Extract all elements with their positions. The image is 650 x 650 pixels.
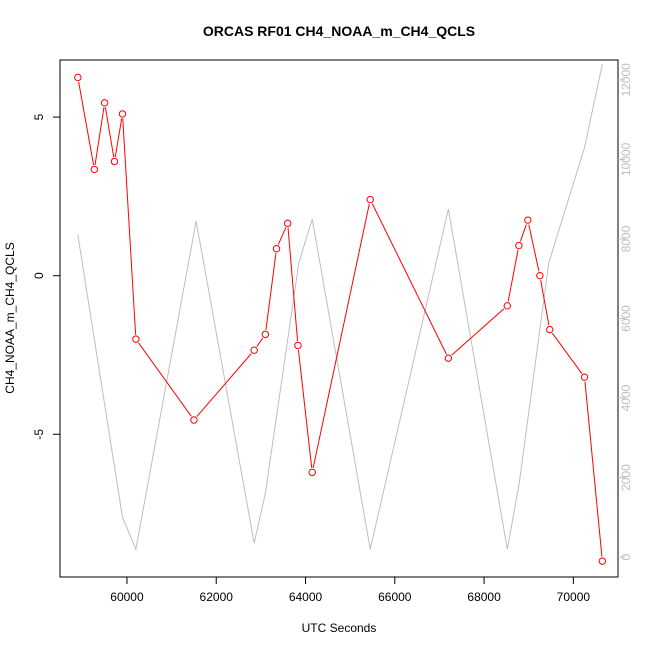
y-axis-label: CH4_NOAA_m_CH4_QCLS: [3, 242, 17, 393]
series-segment: [94, 107, 105, 166]
chart-title: ORCAS RF01 CH4_NOAA_m_CH4_QCLS: [203, 23, 475, 39]
data-point: [524, 216, 532, 224]
data-point: [308, 468, 316, 477]
series-line: [77, 63, 603, 551]
data-point: [132, 335, 140, 343]
series-segment: [287, 227, 299, 342]
y-tick-label: -5: [32, 429, 46, 440]
data-point: [580, 373, 589, 381]
data-point: [515, 241, 523, 250]
series-segment: [297, 349, 313, 468]
data-point: [444, 354, 453, 362]
x-axis-label: UTC Seconds: [302, 621, 377, 635]
right-axis: 0 2000 4000 6000 8000 10000 12000: [618, 63, 633, 560]
data-point: [272, 245, 281, 253]
x-tick-label: 64000: [289, 590, 323, 604]
data-point: [261, 330, 270, 339]
series-segment: [114, 118, 123, 158]
y2-tick-label: 4000: [619, 384, 633, 411]
data-point: [100, 99, 109, 107]
data-point: [118, 110, 127, 118]
series-segment: [519, 224, 527, 242]
series-segment: [528, 224, 540, 272]
data-point: [503, 302, 511, 310]
series-segment: [122, 118, 137, 335]
series-segment: [104, 107, 115, 158]
y-tick-label: 0: [32, 272, 46, 279]
series-segment: [256, 337, 264, 347]
series-segment: [584, 381, 603, 557]
y2-tick-label: 2000: [619, 464, 633, 491]
data-point: [283, 219, 292, 228]
data-point: [598, 557, 607, 565]
x-tick-label: 62000: [200, 590, 234, 604]
series-segment: [540, 280, 550, 326]
data-point: [74, 73, 82, 82]
y2-tick-label: 8000: [619, 225, 633, 252]
series-segment: [507, 249, 519, 302]
data-point: [546, 325, 554, 334]
series-segment: [277, 227, 287, 245]
series-segment: [312, 203, 370, 469]
series-layer: [74, 63, 607, 565]
y-tick-label: 5: [32, 113, 46, 120]
series-segment: [371, 203, 447, 355]
x-tick-label: 70000: [557, 590, 591, 604]
series-segment: [78, 81, 95, 166]
series-segment: [196, 353, 252, 417]
bottom-axis: 60000 62000 64000 66000 68000 70000: [110, 577, 590, 604]
series-segment: [265, 253, 277, 330]
data-point: [366, 195, 374, 204]
left-axis: -5 0 5: [32, 113, 60, 440]
data-point: [250, 346, 258, 354]
x-tick-label: 66000: [378, 590, 412, 604]
x-tick-label: 68000: [467, 590, 501, 604]
series-segment: [138, 342, 192, 417]
x-tick-label: 60000: [110, 590, 144, 604]
series-segment: [451, 308, 505, 356]
y2-tick-label: 10000: [619, 142, 633, 176]
y2-tick-label: 6000: [619, 305, 633, 332]
series-segment: [551, 332, 583, 374]
y2-tick-label: 12000: [619, 63, 633, 97]
data-point: [90, 165, 99, 174]
y2-tick-label: 0: [619, 553, 633, 560]
data-point: [190, 416, 198, 424]
data-point: [294, 341, 302, 350]
data-point: [536, 271, 544, 280]
data-point: [110, 157, 119, 166]
